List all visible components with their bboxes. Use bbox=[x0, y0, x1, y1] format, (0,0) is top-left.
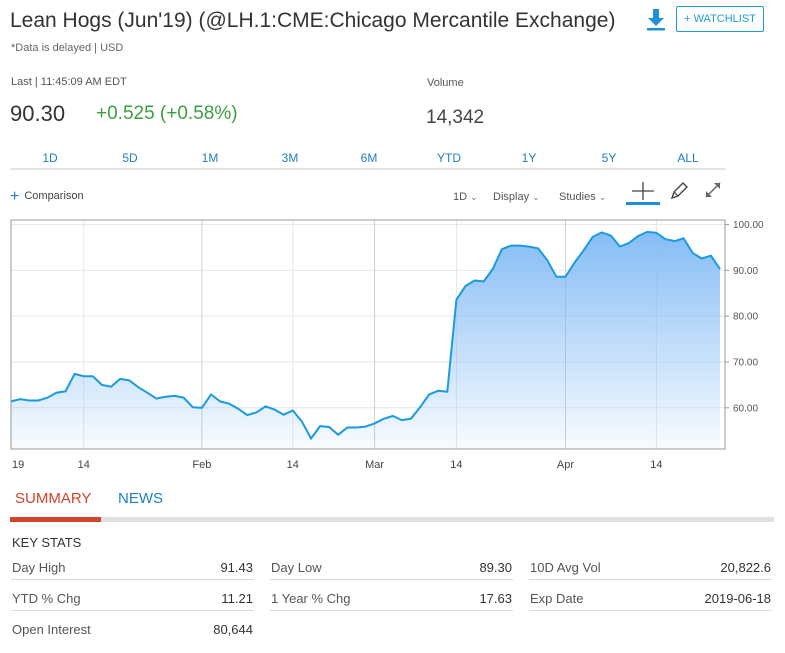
comparison-label: Comparison bbox=[24, 190, 84, 202]
add-to-watchlist-button[interactable]: + WATCHLIST bbox=[676, 6, 764, 32]
instrument-title: Lean Hogs (Jun'19) (@LH.1:CME:Chicago Me… bbox=[10, 9, 616, 32]
stat-value: 11.21 bbox=[221, 591, 253, 606]
last-price: 90.30 bbox=[10, 101, 66, 126]
chevron-down-icon: ⌄ bbox=[532, 192, 540, 202]
tab-divider bbox=[10, 517, 774, 522]
x-tick-label: 19 bbox=[12, 459, 24, 471]
y-tick-label: 80.00 bbox=[733, 312, 758, 323]
x-tick-label: Apr bbox=[557, 459, 574, 471]
download-icon[interactable] bbox=[644, 6, 668, 32]
y-tick-label: 70.00 bbox=[733, 357, 758, 368]
stat-label: Day Low bbox=[271, 560, 322, 575]
range-all[interactable]: ALL bbox=[677, 151, 699, 165]
x-tick-label: 14 bbox=[287, 459, 299, 471]
price-change: +0.525 (+0.58%) bbox=[96, 103, 238, 124]
volume-value: 14,342 bbox=[426, 107, 485, 128]
x-tick-label: Feb bbox=[192, 459, 211, 471]
comparison-button[interactable]: + Comparison bbox=[10, 187, 84, 205]
chevron-down-icon: ⌄ bbox=[598, 192, 607, 202]
data-delay-note: *Data is delayed | USD bbox=[11, 42, 124, 54]
crosshair-icon[interactable] bbox=[626, 180, 660, 213]
chevron-down-icon: ⌄ bbox=[470, 192, 478, 202]
range-1d[interactable]: 1D bbox=[42, 151, 58, 165]
x-tick-label: 14 bbox=[450, 459, 462, 471]
range-3m[interactable]: 3M bbox=[281, 151, 299, 165]
y-tick-label: 100.00 bbox=[733, 220, 764, 231]
stat-day-low: Day Low 89.30 bbox=[270, 556, 513, 580]
range-5d[interactable]: 5D bbox=[122, 151, 138, 165]
x-tick-label: 14 bbox=[78, 459, 90, 471]
last-trade-time: Last | 11:45:09 AM EDT bbox=[11, 76, 127, 88]
stat-exp-date: Exp Date 2019-06-18 bbox=[529, 587, 772, 611]
stat-value: 89.30 bbox=[479, 560, 512, 575]
range-ytd[interactable]: YTD bbox=[437, 151, 461, 165]
stat-label: YTD % Chg bbox=[12, 591, 81, 606]
stat-label: Exp Date bbox=[530, 591, 584, 606]
expand-icon[interactable] bbox=[703, 180, 723, 205]
stat-label: Day High bbox=[12, 560, 66, 575]
price-chart[interactable]: 100.00 90.00 80.00 70.00 60.00 19 14 Feb 14 Mar 1… bbox=[0, 212, 785, 474]
stat-day-high: Day High 91.43 bbox=[11, 556, 254, 580]
stat-open-interest: Open Interest 80,644 bbox=[11, 618, 254, 642]
y-tick-label: 60.00 bbox=[733, 403, 758, 414]
display-label: Display bbox=[493, 191, 530, 203]
range-1y[interactable]: 1Y bbox=[521, 151, 537, 165]
stat-value: 2019-06-18 bbox=[704, 591, 772, 606]
plus-icon: + bbox=[10, 187, 20, 205]
range-1m[interactable]: 1M bbox=[201, 151, 219, 165]
y-tick-label: 90.00 bbox=[733, 266, 758, 277]
chart-toolbar: + Comparison 1D ⌄ Display ⌄ Studies ⌄ bbox=[0, 182, 785, 208]
tab-summary[interactable]: SUMMARY bbox=[15, 490, 92, 507]
range-6m[interactable]: 6M bbox=[360, 151, 378, 165]
tab-news[interactable]: NEWS bbox=[118, 490, 163, 507]
stat-value: 17.63 bbox=[479, 591, 512, 606]
stat-label: 1 Year % Chg bbox=[271, 591, 351, 606]
range-5y[interactable]: 5Y bbox=[601, 151, 617, 165]
stat-value: 80,644 bbox=[213, 622, 253, 637]
price-area-fill bbox=[11, 231, 720, 449]
x-tick-label: 14 bbox=[650, 459, 662, 471]
volume-label: Volume bbox=[427, 77, 464, 89]
interval-dropdown[interactable]: 1D ⌄ bbox=[453, 191, 478, 203]
stat-label: Open Interest bbox=[12, 622, 91, 637]
stat-10d-avg-vol: 10D Avg Vol 20,822.6 bbox=[529, 556, 772, 580]
active-tab-indicator bbox=[10, 517, 101, 522]
stat-label: 10D Avg Vol bbox=[530, 560, 601, 575]
stat-value: 91.43 bbox=[220, 560, 253, 575]
price-line bbox=[10, 230, 721, 441]
key-stats-title: KEY STATS bbox=[12, 535, 82, 550]
stat-value: 20,822.6 bbox=[720, 560, 771, 575]
content-tabs: SUMMARY NEWS bbox=[10, 486, 774, 522]
studies-label: Studies bbox=[559, 191, 596, 203]
time-range-selector: 1D 5D 1M 3M 6M YTD 1Y 5Y ALL bbox=[10, 150, 726, 170]
x-tick-label: Mar bbox=[365, 459, 384, 471]
interval-label: 1D bbox=[453, 191, 468, 203]
studies-dropdown[interactable]: Studies ⌄ bbox=[559, 191, 606, 203]
plot-frame bbox=[10, 219, 726, 450]
stat-1y-chg: 1 Year % Chg 17.63 bbox=[270, 587, 513, 611]
display-dropdown[interactable]: Display ⌄ bbox=[493, 191, 540, 203]
stat-ytd-chg: YTD % Chg 11.21 bbox=[11, 587, 254, 611]
pencil-icon[interactable] bbox=[668, 180, 690, 207]
